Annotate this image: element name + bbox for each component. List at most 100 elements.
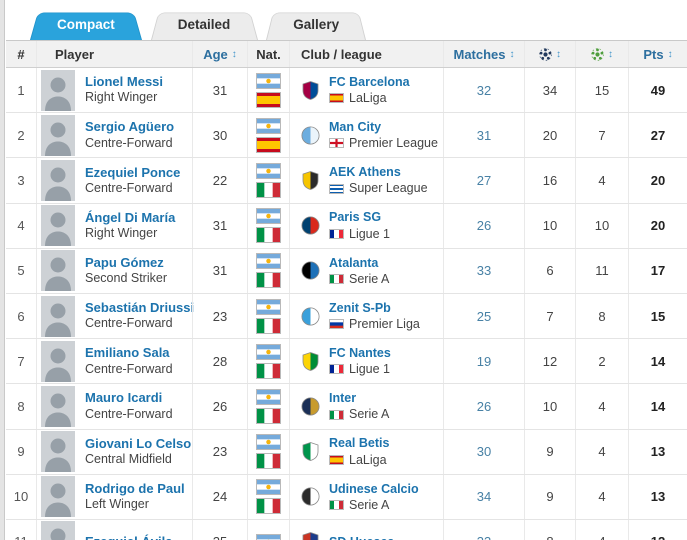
sort-icon: ↕	[608, 48, 613, 60]
player-name-link[interactable]: Sebastián Driussi	[85, 300, 195, 316]
player-cell: Ángel Di María Right Winger	[36, 203, 192, 248]
club-league-line: Super League	[329, 180, 428, 196]
nationality-cell	[247, 158, 289, 203]
matches-link[interactable]: 30	[443, 429, 524, 474]
table-row: 11 Ezequiel Ávila 25 SD Huesca 33 8 4 12	[6, 519, 687, 540]
player-position: Second Striker	[85, 271, 167, 286]
club-name-link[interactable]: AEK Athens	[329, 165, 401, 180]
assists-value: 4	[575, 519, 628, 540]
player-photo[interactable]	[41, 159, 75, 201]
col-header-matches[interactable]: Matches ↕	[443, 41, 524, 67]
col-header-age[interactable]: Age ↕	[192, 41, 247, 67]
club-name-link[interactable]: Zenit S-Pb	[329, 300, 391, 315]
club-name-link[interactable]: Atalanta	[329, 255, 379, 270]
player-name-link[interactable]: Rodrigo de Paul	[85, 480, 185, 496]
col-header-goals[interactable]: ↕	[524, 41, 575, 67]
player-position: Centre-Forward	[85, 406, 173, 421]
argentina-flag-icon	[256, 479, 281, 496]
psg-crest-icon[interactable]	[300, 215, 321, 236]
mancity-crest-icon[interactable]	[300, 125, 321, 146]
rank-value: 4	[17, 218, 25, 234]
pts-value: 15	[628, 293, 687, 339]
club-league-line: Ligue 1	[329, 361, 391, 377]
nantes-crest-icon[interactable]	[300, 351, 321, 372]
club-name-link[interactable]: FC Nantes	[329, 345, 391, 360]
club-name-link[interactable]: FC Barcelona	[329, 74, 410, 89]
matches-link[interactable]: 26	[443, 384, 524, 429]
view-tabs: Compact Detailed Gallery	[6, 0, 687, 40]
club-name-link[interactable]: Inter	[329, 391, 357, 406]
club-name-link[interactable]: Man City	[329, 120, 382, 135]
league-name: Serie A	[349, 497, 390, 512]
barcelona-crest-icon[interactable]	[300, 80, 321, 101]
player-photo[interactable]	[41, 69, 75, 111]
udinese-crest-icon[interactable]	[300, 486, 321, 507]
club-name-link[interactable]: SD Huesca	[329, 534, 394, 540]
atalanta-crest-icon[interactable]	[300, 260, 321, 281]
matches-link[interactable]: 31	[443, 113, 524, 158]
player-position: Centre-Forward	[85, 316, 173, 331]
player-name-link[interactable]: Emiliano Sala	[85, 345, 170, 361]
matches-link[interactable]: 27	[443, 158, 524, 203]
club-cell: FC Nantes Ligue 1	[289, 339, 443, 384]
player-photo[interactable]	[41, 521, 75, 540]
table-row: 7 Emiliano Sala Centre-Forward 28 FC Nan…	[6, 339, 687, 385]
rank-value: 9	[17, 444, 25, 460]
betis-crest-icon[interactable]	[300, 441, 321, 462]
player-photo[interactable]	[41, 114, 75, 156]
nationality-cell	[247, 68, 289, 113]
col-header-assists[interactable]: ↕	[575, 41, 628, 67]
player-name-link[interactable]: Sergio Agüero	[85, 119, 175, 135]
league-name: Serie A	[349, 271, 390, 286]
argentina-flag-icon	[256, 298, 281, 315]
matches-link[interactable]: 34	[443, 474, 524, 519]
player-photo[interactable]	[41, 295, 75, 337]
player-photo[interactable]	[41, 476, 75, 518]
argentina-flag-icon	[256, 162, 281, 179]
player-name-link[interactable]: Ezequiel Ávila	[85, 534, 172, 540]
player-photo[interactable]	[41, 205, 75, 247]
assists-value: 2	[575, 339, 628, 384]
aek-crest-icon[interactable]	[300, 170, 321, 191]
age-value: 22	[192, 158, 247, 203]
age-value: 31	[192, 203, 247, 248]
club-name-link[interactable]: Udinese Calcio	[329, 481, 419, 496]
rank-value: 10	[13, 489, 29, 505]
club-name-link[interactable]: Paris SG	[329, 210, 382, 225]
player-photo[interactable]	[41, 385, 75, 427]
matches-link[interactable]: 19	[443, 339, 524, 384]
italy-flag-icon	[256, 317, 281, 334]
assists-value: 4	[575, 429, 628, 474]
tab-compact[interactable]: Compact	[30, 8, 142, 40]
col-header-pts[interactable]: Pts ↕	[628, 41, 687, 67]
matches-link[interactable]: 32	[443, 68, 524, 113]
player-photo[interactable]	[41, 340, 75, 382]
tab-gallery[interactable]: Gallery	[266, 8, 366, 40]
matches-link[interactable]: 25	[443, 293, 524, 339]
inter-crest-icon[interactable]	[300, 396, 321, 417]
goals-value: 10	[524, 203, 575, 248]
player-cell: Rodrigo de Paul Left Winger	[36, 474, 192, 519]
matches-link[interactable]: 33	[443, 248, 524, 293]
tab-detailed[interactable]: Detailed	[151, 8, 258, 40]
argentina-flag-icon	[256, 388, 281, 405]
player-name-link[interactable]: Papu Gómez	[85, 254, 164, 270]
player-name-link[interactable]: Ángel Di María	[85, 209, 176, 225]
huesca-crest-icon[interactable]	[300, 531, 321, 540]
player-name-link[interactable]: Mauro Icardi	[85, 390, 163, 406]
club-name-link[interactable]: Real Betis	[329, 436, 390, 451]
argentina-flag-icon	[256, 434, 281, 451]
matches-link[interactable]: 33	[443, 519, 524, 540]
matches-link[interactable]: 26	[443, 203, 524, 248]
table-row: 9 Giovani Lo Celso Central Midfield 23 R…	[6, 429, 687, 475]
nationality-cell	[247, 113, 289, 158]
player-name-link[interactable]: Giovani Lo Celso	[85, 435, 192, 451]
zenit-crest-icon[interactable]	[300, 306, 321, 327]
nationality-cell	[247, 203, 289, 248]
player-name-link[interactable]: Ezequiel Ponce	[85, 164, 181, 180]
pts-value: 20	[628, 158, 687, 203]
player-name-link[interactable]: Lionel Messi	[85, 74, 164, 90]
player-photo[interactable]	[41, 431, 75, 473]
nationality-cell	[247, 429, 289, 474]
player-photo[interactable]	[41, 250, 75, 292]
